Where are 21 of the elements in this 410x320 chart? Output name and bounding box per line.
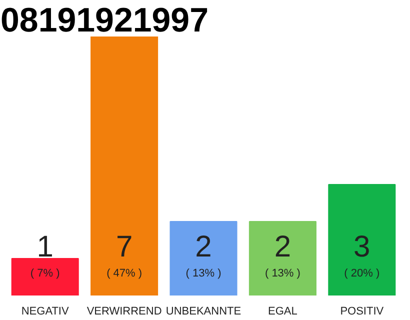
annotation: ( 13% ) (186, 267, 222, 280)
annotation: ( 47% ) (106, 267, 142, 280)
bar (328, 184, 396, 296)
data-label: 1 (36, 230, 54, 264)
bar (11, 258, 79, 296)
x-tick-label: POSITIV (340, 306, 384, 318)
annotation: ( 20% ) (344, 267, 380, 280)
x-tick-label: VERWIRREND (86, 306, 162, 318)
bar (90, 36, 158, 296)
data-label: 7 (116, 230, 133, 264)
annotation: ( 13% ) (264, 267, 300, 280)
data-label: 2 (195, 230, 212, 264)
bar (170, 221, 238, 296)
data-label: 3 (354, 230, 370, 264)
x-tick-label: NEGATIV (21, 306, 70, 318)
chart-title: 08191921997 (0, 2, 209, 40)
data-label: 2 (274, 230, 292, 264)
x-tick-label: UNBEKANNTE (166, 306, 242, 318)
x-tick-label: EGAL (268, 306, 298, 318)
annotation: ( 7% ) (30, 267, 60, 280)
bar (248, 221, 316, 296)
